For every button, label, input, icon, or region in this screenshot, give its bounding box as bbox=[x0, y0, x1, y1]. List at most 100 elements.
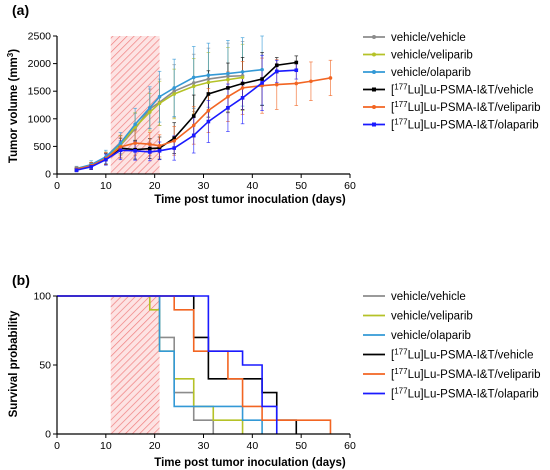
data-point bbox=[240, 75, 245, 80]
legend-marker bbox=[372, 52, 376, 57]
data-point bbox=[172, 139, 176, 143]
data-point bbox=[157, 101, 162, 106]
data-point bbox=[147, 110, 152, 114]
data-point bbox=[226, 94, 230, 99]
legend-label: vehicle/veliparib bbox=[391, 311, 473, 323]
survival-curve-2 bbox=[57, 295, 263, 434]
panel-a-ylabel: Tumor volume (mm3) bbox=[6, 49, 20, 163]
data-point bbox=[240, 86, 245, 90]
panel-a-label: (a) bbox=[12, 2, 29, 18]
panel-a-y-tick-label: 1000 bbox=[28, 113, 52, 125]
legend-label: [177Lu]Lu-PSMA-I&T/olaparib bbox=[391, 118, 539, 132]
legend-b: vehicle/vehicle vehicle/veliparib vehicle/… bbox=[363, 291, 541, 401]
data-point bbox=[191, 84, 196, 89]
panel-b: (b) 0 10 20 30 40 50 60 0 50 100 Time post tumor … bbox=[8, 272, 356, 469]
data-point bbox=[157, 146, 162, 150]
panel-b-x-tick-label: 50 bbox=[295, 440, 307, 452]
legend-label: [177Lu]Lu-PSMA-I&T/vehicle bbox=[391, 348, 533, 362]
data-point bbox=[89, 165, 93, 169]
panel-a-x-tick-label: 40 bbox=[246, 180, 258, 192]
data-point bbox=[172, 146, 176, 150]
data-point bbox=[294, 68, 299, 73]
panel-b-x-tick-label: 10 bbox=[100, 440, 112, 452]
legend-marker bbox=[372, 122, 376, 127]
panel-b-label: (b) bbox=[12, 272, 30, 288]
panel-a-x-tick-label: 10 bbox=[100, 180, 112, 192]
legend-label: [177Lu]Lu-PSMA-I&T/veliparib bbox=[391, 367, 541, 381]
panel-a-y-tick-label: 1500 bbox=[28, 86, 52, 98]
data-point bbox=[226, 105, 230, 110]
data-point bbox=[172, 89, 176, 93]
panel-b-axes: 0 10 20 30 40 50 60 0 50 100 bbox=[33, 291, 356, 453]
data-point bbox=[206, 92, 211, 96]
panel-a-y-tick-label: 2500 bbox=[28, 31, 52, 43]
data-point bbox=[294, 60, 299, 65]
legend-marker bbox=[372, 35, 376, 39]
data-point bbox=[206, 119, 211, 124]
data-point bbox=[133, 141, 137, 145]
data-point bbox=[260, 83, 264, 88]
panel-b-x-tick-label: 40 bbox=[246, 440, 258, 452]
legend-marker bbox=[372, 105, 376, 109]
survival-curve-4 bbox=[57, 295, 332, 434]
panel-b-lines bbox=[57, 295, 332, 434]
legend-label: vehicle/veliparib bbox=[391, 50, 473, 62]
data-point bbox=[147, 150, 152, 154]
legend-label: [177Lu]Lu-PSMA-I&T/vehicle bbox=[391, 83, 533, 97]
panel-b-x-tick-label: 20 bbox=[149, 440, 161, 452]
panel-b-shaded-region bbox=[110, 296, 160, 434]
data-point bbox=[328, 76, 333, 80]
survival-curve-5 bbox=[57, 295, 278, 434]
data-point bbox=[260, 81, 264, 85]
data-point bbox=[260, 77, 264, 81]
data-point bbox=[118, 148, 123, 153]
data-point bbox=[104, 157, 108, 162]
panel-b-x-tick-label: 0 bbox=[54, 440, 60, 452]
data-point bbox=[191, 114, 196, 118]
data-point bbox=[240, 96, 245, 100]
panel-b-ylabel: Survival probability bbox=[8, 310, 20, 417]
panel-b-x-tick-label: 60 bbox=[344, 440, 356, 452]
panel-a-axes: 0 10 20 30 40 50 60 0 500 1000 1500 2000 2500 bbox=[28, 31, 356, 193]
legend-marker bbox=[372, 70, 376, 74]
panel-b-y-tick-label: 100 bbox=[33, 291, 51, 303]
panel-a-x-tick-label: 0 bbox=[54, 180, 60, 192]
data-point bbox=[191, 133, 196, 138]
panel-a-y-tick-label: 500 bbox=[33, 141, 51, 153]
data-point bbox=[274, 69, 279, 74]
data-point bbox=[240, 81, 245, 86]
panel-a-x-tick-label: 30 bbox=[198, 180, 210, 192]
data-point bbox=[147, 105, 152, 110]
legend-marker bbox=[372, 87, 376, 92]
data-point bbox=[260, 67, 264, 72]
data-point bbox=[206, 108, 211, 113]
data-point bbox=[226, 71, 230, 76]
data-point bbox=[172, 86, 176, 90]
data-point bbox=[157, 149, 162, 153]
data-point bbox=[309, 79, 313, 84]
data-point bbox=[240, 70, 245, 74]
legend-label: [177Lu]Lu-PSMA-I&T/olaparib bbox=[391, 387, 539, 401]
legend-label: [177Lu]Lu-PSMA-I&T/veliparib bbox=[391, 100, 541, 114]
data-point bbox=[191, 123, 196, 128]
panel-b-x-tick-label: 30 bbox=[198, 440, 210, 452]
legend-label: vehicle/olaparib bbox=[391, 330, 471, 342]
panel-a-x-tick-label: 50 bbox=[295, 180, 307, 192]
panel-b-y-tick-label: 50 bbox=[39, 360, 51, 372]
legend-label: vehicle/olaparib bbox=[391, 67, 471, 79]
data-point bbox=[294, 81, 299, 86]
panel-a-x-tick-label: 20 bbox=[149, 180, 161, 192]
data-point bbox=[118, 145, 123, 149]
data-point bbox=[191, 75, 196, 80]
data-point bbox=[206, 80, 211, 85]
data-point bbox=[157, 94, 162, 99]
data-point bbox=[191, 81, 196, 85]
data-point bbox=[133, 149, 137, 153]
panel-b-xlabel: Time post tumor inoculation (days) bbox=[154, 457, 346, 469]
data-point bbox=[226, 77, 230, 82]
panel-a-lines bbox=[74, 60, 333, 172]
legend-a: vehicle/vehicle vehicle/veliparib vehicle/… bbox=[363, 32, 541, 132]
data-point bbox=[226, 86, 230, 90]
data-point bbox=[206, 73, 211, 77]
